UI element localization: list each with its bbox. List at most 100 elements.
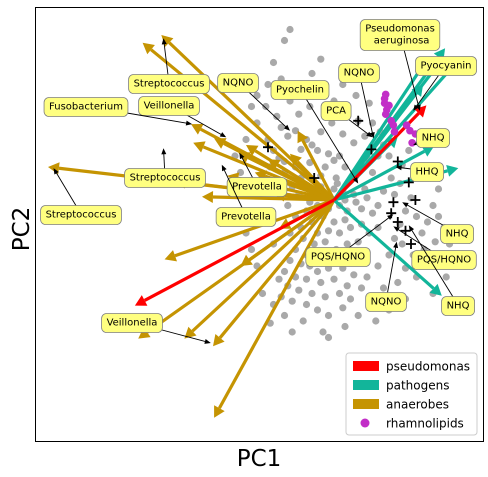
sample-point: [418, 229, 425, 236]
sample-point: [339, 130, 346, 137]
annotation-text: Prevotella: [221, 212, 271, 223]
legend-swatch: [353, 380, 379, 390]
sample-point: [322, 238, 329, 245]
sample-point: [319, 328, 326, 335]
annotation: NHQ: [413, 129, 449, 148]
sample-point: [394, 279, 401, 286]
sample-point: [308, 290, 315, 297]
sample-point: [391, 191, 398, 198]
annotation-text: NQNO: [344, 68, 375, 79]
sample-point: [435, 213, 442, 220]
sample-point: [339, 304, 346, 311]
sample-point: [330, 218, 337, 225]
sample-point: [308, 141, 315, 148]
annotation-text: Prevotella: [232, 182, 282, 193]
sample-point: [429, 202, 436, 209]
rhamnolipid-point: [382, 110, 390, 118]
sample-point: [284, 133, 291, 140]
sample-point: [372, 317, 379, 324]
sample-point: [352, 92, 359, 99]
sample-point: [284, 202, 291, 209]
sample-point: [262, 103, 269, 110]
rhamnolipid-point: [382, 91, 390, 99]
annotation-text: NHQ: [422, 133, 445, 144]
sample-point: [347, 224, 354, 231]
sample-point: [399, 240, 406, 247]
legend: pseudomonaspathogensanaerobesrhamnolipid…: [346, 353, 477, 435]
annotation-text: Pyocyanin: [420, 61, 471, 72]
sample-point: [275, 276, 282, 283]
sample-point: [369, 169, 376, 176]
sample-point: [286, 26, 293, 33]
sample-point: [325, 227, 332, 234]
sample-point: [358, 284, 365, 291]
sample-point: [443, 273, 450, 280]
sample-point: [303, 276, 310, 283]
sample-point: [314, 306, 321, 313]
annotation-text: Pyochelin: [276, 85, 324, 96]
sample-point: [344, 282, 351, 289]
rhamnolipid-point: [408, 139, 416, 147]
sample-point: [402, 207, 409, 214]
annotation-text: PCA: [326, 106, 346, 117]
sample-point: [352, 199, 359, 206]
sample-point: [355, 312, 362, 319]
sample-point: [325, 312, 332, 319]
sample-point: [314, 268, 321, 275]
sample-point: [432, 238, 439, 245]
sample-point: [317, 279, 324, 286]
sample-point: [330, 276, 337, 283]
sample-point: [281, 268, 288, 275]
sample-point: [295, 111, 302, 118]
sample-point: [350, 139, 357, 146]
sample-point: [369, 210, 376, 217]
sample-point: [341, 323, 348, 330]
annotation-text: NQNO: [223, 78, 254, 89]
sample-point: [380, 284, 387, 291]
sample-point: [308, 70, 315, 77]
annotation-text: Veillonella: [144, 101, 195, 112]
annotation-text: NHQ: [447, 301, 470, 312]
sample-point: [363, 273, 370, 280]
sample-point: [363, 194, 370, 201]
sample-point: [358, 205, 365, 212]
sample-point: [297, 146, 304, 153]
sample-point: [314, 147, 321, 154]
sample-point: [270, 59, 277, 66]
sample-point: [388, 174, 395, 181]
annotation-text: Pseudomonas aeruginosa: [365, 24, 435, 47]
sample-point: [264, 81, 271, 88]
sample-point: [413, 213, 420, 220]
sample-point: [300, 317, 307, 324]
sample-point: [242, 136, 249, 143]
sample-point: [334, 180, 341, 187]
y-axis-label: PC2: [9, 207, 35, 252]
sample-point: [424, 218, 431, 225]
sample-point: [325, 334, 332, 341]
annotation-text: Streptococcus: [134, 79, 205, 90]
sample-point: [281, 312, 288, 319]
sample-point: [303, 301, 310, 308]
sample-point: [374, 202, 381, 209]
sample-point: [341, 216, 348, 223]
x-axis-label: PC1: [237, 446, 282, 472]
annotation-text: Streptococcus: [130, 173, 201, 184]
sample-point: [374, 262, 381, 269]
annotation-text: PQS/HQNO: [417, 255, 471, 266]
sample-point: [391, 235, 398, 242]
sample-point: [347, 295, 354, 302]
legend-swatch: [353, 399, 379, 409]
legend-swatch: [353, 361, 379, 371]
sample-point: [435, 185, 442, 192]
sample-point: [295, 287, 302, 294]
sample-point: [336, 229, 343, 236]
sample-point: [281, 37, 288, 44]
sample-point: [336, 290, 343, 297]
sample-point: [248, 246, 255, 253]
sample-point: [344, 240, 351, 247]
annotation-text: Streptococcus: [46, 210, 117, 221]
annotation-text: Veillonella: [107, 318, 158, 329]
legend-label: anaerobes: [386, 398, 449, 412]
sample-point: [289, 298, 296, 305]
annotation-text: NHQ: [446, 229, 469, 240]
